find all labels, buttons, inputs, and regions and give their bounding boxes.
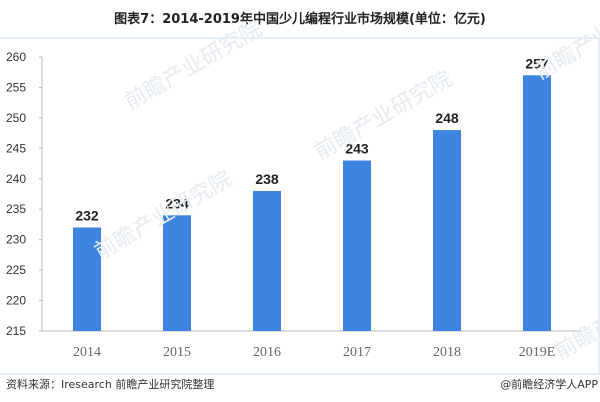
y-tick-label: 245 <box>6 141 26 155</box>
chart-title: 图表7：2014-2019年中国少儿编程行业市场规模(单位：亿元) <box>114 12 486 27</box>
chart-panel <box>0 37 600 375</box>
watermark: 前瞻产业研究院 <box>551 267 600 366</box>
x-tick-label: 2015 <box>163 345 191 360</box>
y-tick-label: 220 <box>6 294 26 308</box>
x-tick-label: 2017 <box>343 345 371 360</box>
x-tick-label: 2016 <box>253 345 281 360</box>
y-tick-label: 225 <box>6 263 26 277</box>
data-label: 234 <box>165 195 189 211</box>
source-note: 资料来源：Iresearch 前瞻产业研究院整理 <box>6 378 215 391</box>
data-label: 257 <box>525 55 549 71</box>
y-tick-label: 260 <box>6 50 26 64</box>
data-label: 238 <box>255 171 279 187</box>
y-tick-label: 240 <box>6 172 26 186</box>
x-tick-label: 2018 <box>433 345 461 360</box>
y-tick-label: 215 <box>6 324 26 338</box>
data-label: 232 <box>75 207 99 223</box>
y-tick-label: 255 <box>6 80 26 94</box>
bar <box>163 215 191 331</box>
data-label: 243 <box>345 141 369 157</box>
watermark: 前瞻产业研究院 <box>531 0 600 85</box>
bar <box>253 190 281 331</box>
bar <box>433 130 461 331</box>
bar <box>343 160 371 331</box>
x-tick-label: 2019E <box>519 345 556 360</box>
watermark: 前瞻产业研究院 <box>121 17 267 116</box>
data-label: 248 <box>435 110 459 126</box>
y-tick-label: 235 <box>6 202 26 216</box>
x-tick-label: 2014 <box>73 345 101 360</box>
bar <box>73 227 101 331</box>
bar <box>523 75 551 332</box>
y-tick-label: 250 <box>6 111 26 125</box>
y-tick-label: 230 <box>6 233 26 247</box>
credit-note: @前瞻经济学人APP <box>500 378 598 391</box>
